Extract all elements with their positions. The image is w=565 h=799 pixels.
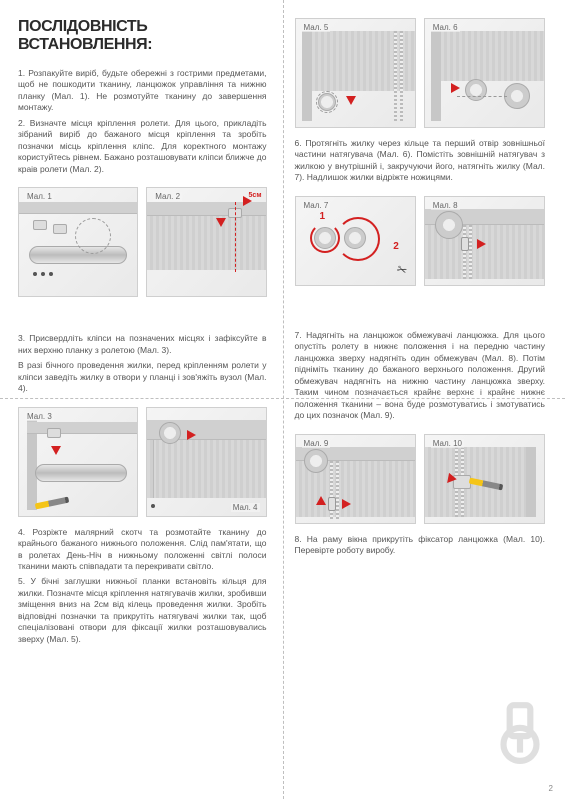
watermark-icon [487,699,553,765]
page-number: 2 [549,784,553,793]
figure-9: Мал. 9 [295,434,416,524]
step-7: 7. Надягніть на ланцюжок обмежувачі ланц… [295,330,546,422]
rot-num-2: 2 [393,241,399,252]
vertical-divider [283,0,284,799]
step-1: 1. Розпакуйте виріб, будьте обережні з г… [18,68,267,114]
step-3b: В разі бічного проведення жилки, перед к… [18,360,267,394]
figure-1: Мал. 1 [18,187,138,297]
fig-label: Мал. 1 [25,192,54,201]
step-3a: 3. Присвердліть кліпси на позначених міс… [18,333,267,356]
fig-label: Мал. 4 [231,503,260,512]
fig-label: Мал. 7 [302,201,331,210]
figure-10: Мал. 10 [424,434,545,524]
step-4: 4. Розріжте малярний скотч та розмотайте… [18,527,267,573]
fig-row-1-2: Мал. 1 Мал. 2 5см [18,187,267,297]
horizontal-divider [0,398,565,399]
right-column: Мал. 5 Мал. 6 6. Протягніть жилку через … [283,0,565,799]
figure-2: Мал. 2 5см [146,187,266,297]
page-title: ПОСЛІДОВНІСТЬ ВСТАНОВЛЕННЯ: [18,18,267,54]
step-8: 8. На раму вікна прикрутіть фіксатор лан… [295,534,546,557]
step-6: 6. Протягніть жилку через кільце та перш… [295,138,546,184]
figure-3: Мал. 3 [18,407,138,517]
fig-label: Мал. 3 [25,412,54,421]
figure-8: Мал. 8 [424,196,545,286]
fig-label: Мал. 10 [431,439,464,448]
left-column: ПОСЛІДОВНІСТЬ ВСТАНОВЛЕННЯ: 1. Розпакуйт… [0,0,283,799]
fig-row-9-10: Мал. 9 Мал. 10 [295,434,546,524]
step-2: 2. Визначте місця кріплення ролети. Для … [18,118,267,175]
fig-row-7-8: Мал. 7 1 2 ✂ Мал. 8 [295,196,546,286]
fig-row-3-4: Мал. 3 Мал. 4 [18,407,267,517]
figure-6: Мал. 6 [424,18,545,128]
step-5: 5. У бічні заглушки нижньої планки встан… [18,576,267,645]
figure-4: Мал. 4 [146,407,266,517]
fig-row-5-6: Мал. 5 Мал. 6 [295,18,546,128]
figure-5: Мал. 5 [295,18,416,128]
scissors-icon: ✂ [395,262,409,279]
fig-label: Мал. 9 [302,439,331,448]
fig-label: Мал. 5 [302,23,331,32]
figure-7: Мал. 7 1 2 ✂ [295,196,416,286]
fig-label: Мал. 8 [431,201,460,210]
rot-num-1: 1 [320,211,326,222]
fig-label: Мал. 6 [431,23,460,32]
fig-label: Мал. 2 [153,192,182,201]
